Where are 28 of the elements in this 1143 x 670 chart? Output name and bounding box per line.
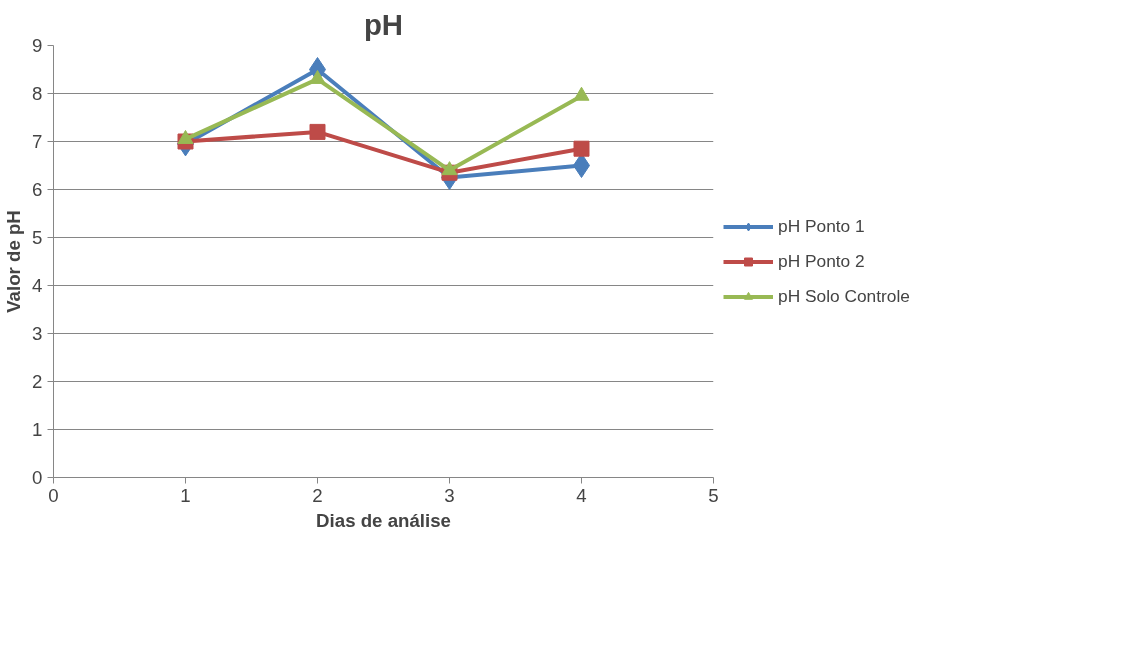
y-tick-label: 4 [32, 275, 43, 296]
point [309, 123, 326, 140]
x-tick-label: 4 [576, 484, 587, 506]
y-tick-label: 2 [32, 371, 43, 392]
y-axis-title: Valor de pH [3, 210, 25, 313]
x-tick-label: 1 [180, 484, 191, 506]
point [573, 86, 590, 101]
legend-label: pH Ponto 1 [778, 215, 865, 237]
x-tick-label: 2 [312, 484, 323, 506]
y-tick-label: 1 [32, 419, 43, 440]
y-tick-label: 8 [32, 83, 43, 104]
y-tick-label: 6 [32, 179, 43, 200]
y-tick-label: 3 [32, 323, 43, 344]
y-tick-label: 0 [32, 467, 43, 488]
y-tick-label: 5 [32, 227, 43, 248]
y-tick-label: 9 [32, 35, 43, 56]
point [177, 129, 194, 144]
x-tick-label: 0 [48, 484, 59, 506]
y-tick-label: 7 [32, 131, 43, 152]
point [309, 69, 326, 84]
legend-label: pH Solo Controle [778, 285, 910, 307]
x-axis-title: Dias de análise [316, 509, 451, 531]
chart-title: pH [363, 7, 404, 41]
point [441, 161, 458, 176]
point [573, 140, 590, 157]
x-tick-label: 3 [444, 484, 455, 506]
legend-label: pH Ponto 2 [778, 250, 865, 272]
x-tick-label: 5 [708, 484, 719, 506]
